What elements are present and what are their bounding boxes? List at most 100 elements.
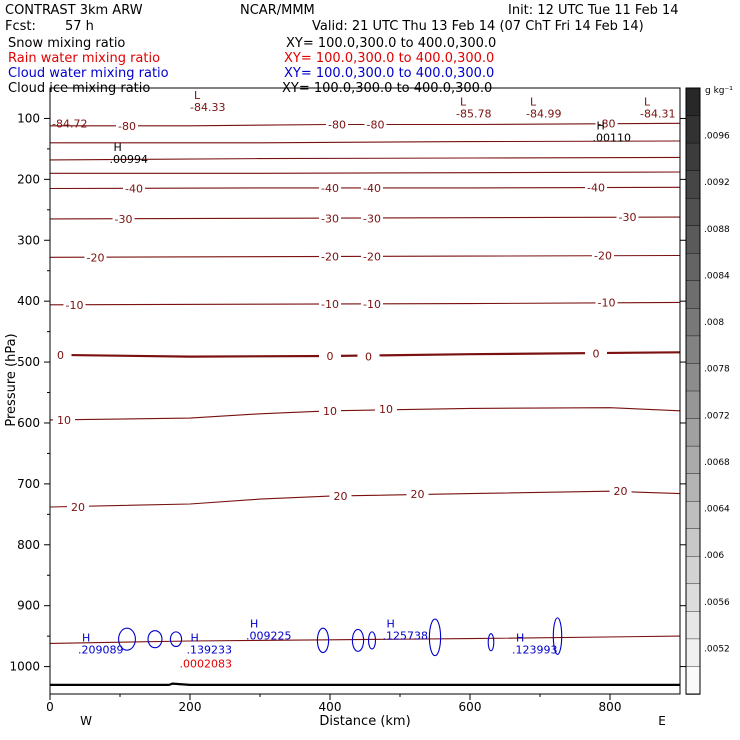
colorbar-tick-label: .0084	[704, 271, 730, 281]
isotherm-label: -20	[87, 251, 105, 264]
isotherm-label-bg	[112, 212, 135, 225]
y-axis-title: Pressure (hPa)	[4, 333, 19, 426]
colorbar-level	[685, 170, 701, 199]
isotherm-label-bg	[585, 181, 607, 194]
colorbar-tick-label: .0052	[704, 644, 730, 654]
isotherm-label-bg	[123, 182, 145, 195]
isotherm-label: 20	[334, 490, 348, 503]
isotherm-label-bg	[319, 250, 341, 263]
isotherm-label: -20	[594, 249, 612, 262]
extremum-marker: H	[114, 141, 122, 154]
header-valid: Valid: 21 UTC Thu 13 Feb 14 (07 ChT Fri …	[312, 19, 644, 34]
isotherm-label-bg	[375, 402, 397, 415]
isotherm-label-bg	[609, 485, 632, 498]
colorbar-level	[685, 666, 701, 695]
x-end-label-east: E	[658, 714, 666, 728]
isotherm-label: -30	[321, 212, 339, 225]
isotherm-line	[49, 156, 681, 161]
colorbar-level	[685, 500, 701, 530]
colorbar-level	[685, 638, 701, 668]
isotherm-label: -10	[363, 298, 381, 311]
field-cloudwater-name: Cloud water mixing ratio	[8, 66, 169, 81]
y-tick-label: 100	[17, 111, 40, 125]
extremum-value: -84.99	[526, 107, 561, 120]
header-model: CONTRAST 3km ARW	[5, 3, 143, 18]
cloud-contour	[351, 628, 365, 652]
colorbar-level	[685, 225, 701, 254]
extremum-value: .00994	[110, 153, 149, 166]
x-tick-label: 400	[319, 700, 342, 714]
isotherm-label: -10	[598, 296, 616, 309]
isotherm-label-bg	[319, 181, 341, 194]
field-rain-name: Rain water mixing ratio	[8, 51, 160, 66]
colorbar-tick-label: .0064	[704, 505, 730, 515]
isotherm-label-bg	[326, 118, 348, 131]
cloud-contour	[147, 630, 163, 649]
isotherm-line	[50, 171, 681, 174]
isotherm-line	[49, 407, 681, 421]
colorbar-level	[685, 253, 701, 282]
colorbar-level	[685, 197, 701, 227]
x-end-label-west: W	[80, 714, 92, 728]
field-cloudwater-xy: XY= 100.0,300.0 to 400.0,300.0	[284, 66, 494, 81]
x-axis-ticks: 0 200 400 600 800	[46, 694, 621, 714]
plot-frame	[49, 87, 681, 695]
cloud-contour	[367, 631, 377, 650]
isotherm-label-bg	[595, 117, 618, 130]
isotherm-label: -80	[367, 119, 385, 132]
isotherm-label-bg	[319, 212, 341, 225]
ground-line	[50, 682, 680, 686]
colorbar-tick-label: .0068	[704, 458, 730, 468]
isotherm-label: -80	[598, 117, 616, 130]
y-tick-label: 400	[17, 294, 40, 308]
extrema-labels: L-84.33 L-85.78L-84.99L-84.31-84.72 H.0011…	[52, 89, 675, 670]
isotherm-label-bg	[585, 347, 607, 360]
extremum-value: .00110	[593, 132, 632, 145]
colorbar-unit: g kg⁻¹	[705, 86, 733, 96]
colorbar-level	[685, 335, 701, 365]
isotherm-label-bg	[361, 212, 383, 225]
extremum-value: .009225	[246, 629, 292, 642]
cloud-contour	[118, 627, 136, 651]
y-tick-label: 600	[17, 416, 40, 430]
colorbar-level	[685, 87, 701, 117]
isotherm-label: -40	[321, 182, 339, 195]
x-tick-label: 0	[46, 700, 54, 714]
isotherm-label: 10	[57, 414, 71, 427]
colorbar-tick-label: .008	[704, 318, 724, 328]
isotherm-label-bg	[53, 413, 75, 426]
isotherm-label: -80	[118, 120, 136, 133]
extremum-value: .123993	[512, 643, 558, 656]
cloud-contour	[487, 633, 495, 652]
isotherm-label: 0	[365, 351, 372, 364]
colorbar-tick-label: .0092	[704, 178, 730, 188]
colorbar-tick-label: .0056	[704, 598, 730, 608]
header-org: NCAR/MMM	[240, 3, 315, 18]
colorbar-tick-label: .0088	[704, 225, 730, 235]
cloud-contour	[428, 618, 442, 657]
isotherm-label: 20	[614, 485, 628, 498]
colorbar-level	[685, 390, 701, 420]
isotherm-contours	[49, 122, 681, 644]
isotherm-label-bg	[329, 490, 352, 503]
x-axis-title: Distance (km)	[319, 714, 410, 729]
colorbar-level	[685, 308, 701, 337]
cloud-contour	[552, 617, 563, 655]
isotherm-label-bg	[116, 119, 138, 132]
extremum-value: -84.72	[52, 118, 87, 131]
isotherm-label-bg	[49, 348, 72, 361]
ground-surface	[50, 682, 680, 686]
isotherm-label: -20	[363, 251, 381, 264]
extremum-marker: H	[516, 631, 524, 644]
extremum-marker: L	[644, 95, 651, 108]
extremum-value: .125738	[383, 629, 429, 642]
extremum-marker: H	[250, 617, 258, 630]
colorbar-frame	[685, 87, 701, 695]
colorbar-level	[685, 583, 701, 613]
isotherm-line	[49, 490, 681, 508]
isotherm-label-bg	[361, 298, 383, 311]
isotherm-label: -30	[619, 211, 637, 224]
extremum-value: -84.33	[190, 101, 225, 114]
